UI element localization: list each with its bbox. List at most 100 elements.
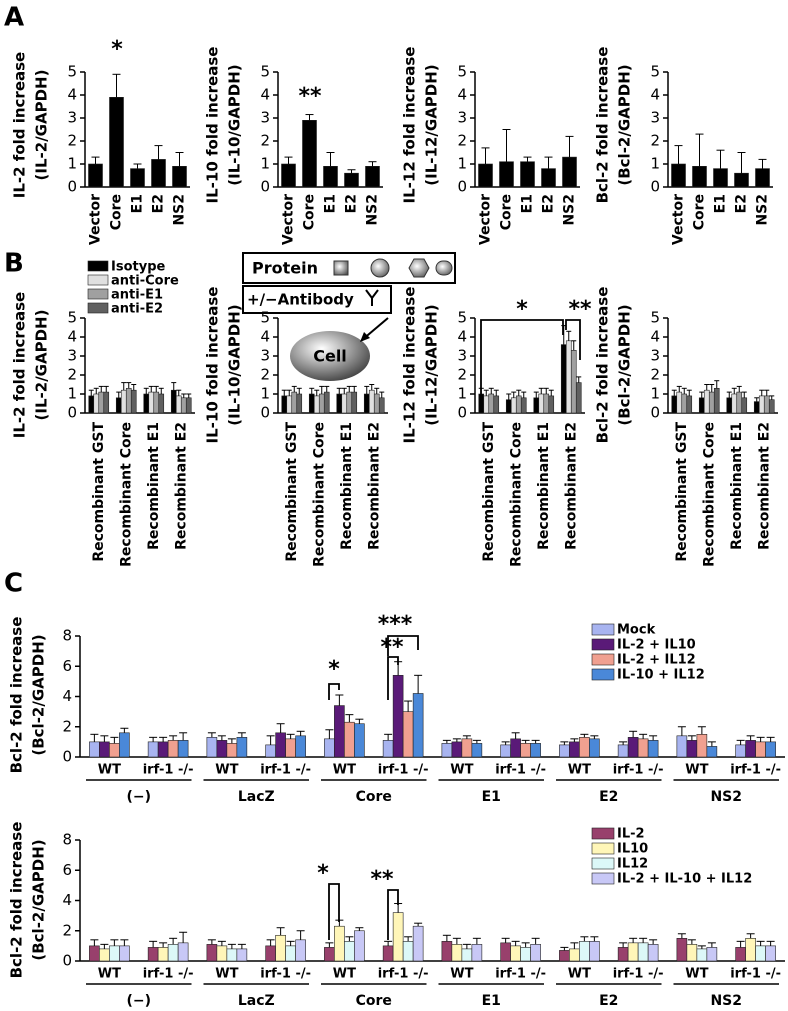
bar	[412, 925, 424, 962]
y-tick-label: 5	[650, 309, 660, 327]
error-bar	[462, 735, 471, 739]
legend-swatch	[591, 827, 615, 840]
x-tick-label: Recombinant GST	[284, 422, 300, 562]
group-label: Core	[356, 789, 392, 805]
error-bar	[677, 933, 686, 939]
error-bar	[286, 940, 295, 946]
bar	[153, 391, 160, 414]
bar	[88, 395, 95, 414]
legend-label: IL-2	[617, 827, 645, 842]
error-bar	[649, 939, 658, 945]
y-tick-label: 3	[650, 347, 660, 365]
error-bar	[335, 694, 344, 706]
error-bar	[502, 129, 511, 162]
error-bar	[276, 927, 285, 936]
error-bar	[90, 939, 99, 946]
bar	[713, 168, 728, 188]
bar	[441, 941, 453, 962]
x-tick-label: Core	[109, 194, 125, 230]
y-tick-label: 5	[260, 309, 270, 327]
error-bar	[133, 163, 142, 169]
legend-label: Mock	[617, 623, 656, 638]
bar	[488, 393, 495, 414]
error-bar	[629, 730, 638, 738]
x-tick-label: Recombinant E2	[173, 422, 189, 550]
bar	[676, 391, 683, 414]
bar	[510, 397, 517, 414]
error-bar	[516, 389, 522, 396]
error-bar	[179, 732, 188, 741]
bar	[177, 740, 189, 758]
legend-label: IL-10 + IL12	[617, 668, 705, 683]
bar	[125, 387, 132, 414]
legend-swatch	[591, 857, 615, 870]
bar	[157, 947, 169, 962]
bar	[676, 938, 688, 962]
error-bar	[100, 943, 109, 949]
bar	[334, 925, 345, 962]
bar	[354, 930, 365, 962]
error-bar	[325, 729, 334, 739]
error-bar	[404, 936, 413, 942]
error-bar	[741, 391, 747, 398]
bar	[562, 156, 577, 188]
bar	[341, 393, 348, 414]
error-bar	[687, 939, 696, 945]
legend-label: IL-2 + IL-10 + IL12	[617, 872, 752, 887]
x-tick-label: WT	[98, 763, 121, 778]
error-bar	[649, 735, 658, 741]
bar	[368, 389, 375, 414]
bar	[296, 393, 303, 414]
bar	[226, 948, 238, 962]
x-tick-label: Vector	[281, 194, 297, 245]
bar	[265, 945, 276, 962]
error-bar	[488, 387, 494, 394]
error-bar	[149, 940, 158, 948]
bar	[344, 941, 355, 962]
error-bar	[159, 736, 168, 742]
y-tick-label: 6	[62, 861, 72, 879]
error-bar	[341, 387, 347, 394]
x-tick-label: WT	[450, 763, 473, 778]
x-tick-label: WT	[333, 763, 356, 778]
error-bar	[697, 945, 706, 949]
x-tick-label: Recombinant GST	[674, 422, 690, 562]
bar	[731, 393, 738, 414]
bar	[755, 168, 770, 188]
error-bar	[764, 389, 770, 396]
bar	[755, 945, 766, 962]
significance-label: ***	[378, 612, 413, 637]
bar	[530, 743, 541, 758]
y-axis-label: IL-10 fold increase	[204, 47, 222, 204]
error-bar	[217, 940, 226, 946]
x-tick-label: irf-1 -/-	[495, 763, 546, 778]
y-axis-label: (IL-2/GAPDH)	[33, 310, 51, 421]
error-bar	[116, 391, 122, 398]
bar	[530, 944, 541, 962]
bar	[734, 172, 749, 188]
error-bar	[296, 730, 305, 736]
bar	[706, 947, 718, 962]
y-tick-label: 6	[62, 657, 72, 675]
error-bar	[452, 738, 461, 742]
group-label: NS2	[710, 993, 742, 1009]
y-tick-label: 1	[260, 385, 270, 403]
bar	[483, 395, 490, 414]
error-bar	[227, 738, 236, 744]
error-bar	[284, 156, 293, 164]
significance-label: *	[317, 861, 329, 886]
bar	[570, 349, 577, 414]
error-bar	[754, 397, 760, 402]
bar	[180, 397, 187, 414]
y-axis-label: Bcl-2 fold increase	[8, 822, 26, 979]
bar	[698, 397, 705, 414]
bar	[382, 740, 394, 758]
x-tick-label: irf-1 -/-	[378, 967, 429, 982]
bar	[569, 948, 580, 962]
protein-shape	[370, 258, 390, 278]
bar	[206, 944, 218, 962]
error-bar	[699, 391, 705, 398]
error-bar	[296, 930, 305, 940]
panel-label: A	[4, 3, 24, 33]
bar	[265, 744, 276, 758]
